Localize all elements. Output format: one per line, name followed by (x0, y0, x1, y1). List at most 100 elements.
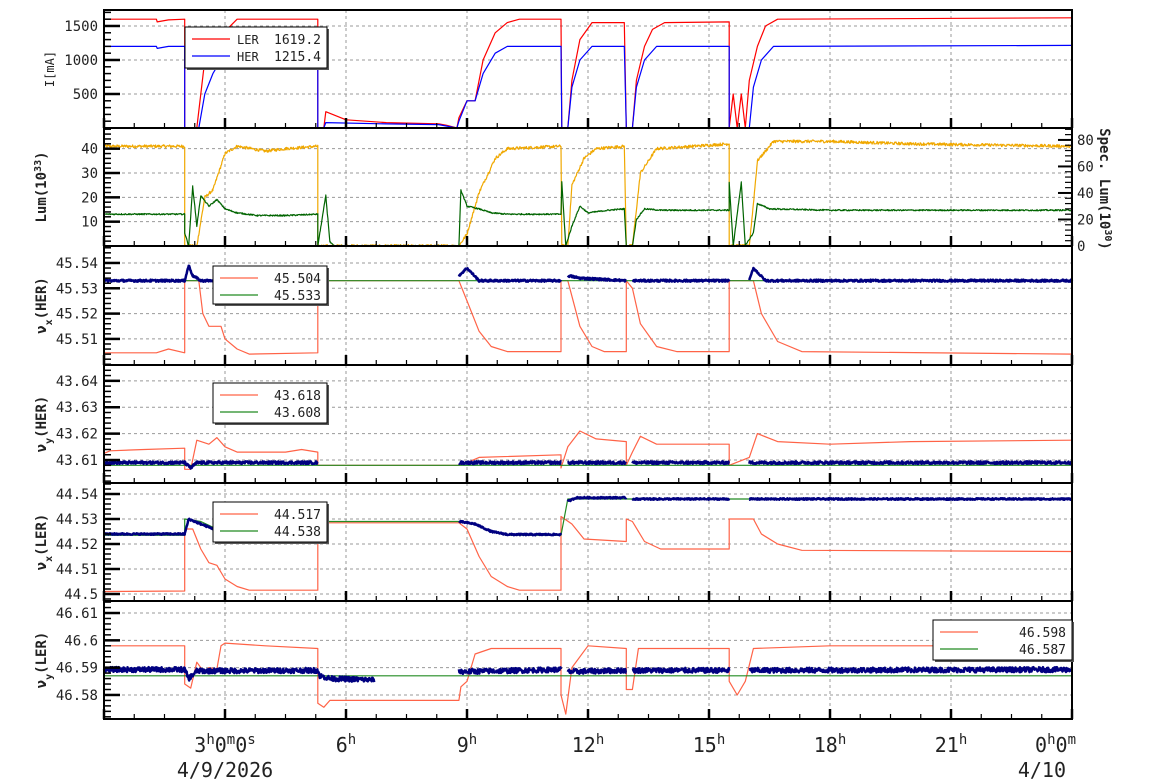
y2-tick-label: 20 (1077, 212, 1094, 228)
series-meas-y (748, 460, 1073, 466)
y-tick-label: 46.58 (56, 688, 98, 704)
series-lum (103, 139, 1073, 247)
y2-tick-label: 60 (1077, 159, 1094, 175)
legend-box (932, 619, 1073, 661)
series-meas-y (102, 665, 376, 683)
y2-tick-label: 40 (1077, 186, 1094, 202)
series-meas-y (103, 460, 319, 470)
y-tick-label: 45.52 (56, 307, 98, 323)
series-meas-x (566, 495, 628, 503)
panel-luminosity: 10 20 30 40 Lum(1033) 0 20 40 60 80 Spec. Lum(1030… (33, 127, 1114, 255)
y-tick-label: 44.52 (56, 537, 98, 553)
series-meas-x (631, 278, 731, 283)
legend: LER 1619.2 HER 1215.4 (184, 26, 329, 70)
legend-value: 46.587 (1019, 643, 1066, 658)
y-tick-label: 44.51 (56, 562, 98, 578)
series-meas-y (566, 667, 628, 675)
legend-box (184, 26, 328, 69)
y-tick-label: 500 (73, 87, 98, 103)
y-tick-label: 20 (81, 190, 98, 206)
y-axis-label: I[mA] (43, 51, 57, 87)
series-meas-x (566, 274, 628, 283)
y-tick-label: 46.59 (56, 661, 98, 677)
series-set-x (103, 515, 1073, 593)
y-tick-label: 1500 (64, 19, 98, 35)
y-tick-label: 43.62 (56, 427, 98, 443)
legend-name: HER (237, 50, 259, 64)
x-tick-label: 3h0m0s (194, 732, 255, 757)
y-axis-label: νx(HER) (34, 277, 55, 334)
y-tick-label: 45.54 (56, 256, 98, 272)
x-tick-label: 6h (336, 732, 356, 757)
y-axis-label: νy(HER) (34, 396, 55, 453)
y-tick-label: 44.53 (56, 512, 98, 528)
x-tick-label: 0h0m (1035, 732, 1076, 757)
y-tick-label: 45.53 (56, 281, 98, 297)
x-tick-label: 18h (814, 732, 847, 757)
y-axis-label: νy(LER) (34, 632, 55, 689)
series-spec-lum (103, 181, 1073, 247)
y-tick-label: 46.61 (56, 606, 98, 622)
legend-box (212, 382, 328, 424)
y2-axis-label: Spec. Lum(1030) (1096, 128, 1114, 250)
legend: 44.517 44.538 (212, 501, 329, 544)
y-tick-label: 44.54 (56, 487, 98, 503)
y-tick-label: 43.63 (56, 400, 98, 416)
legend-value: 44.517 (274, 508, 321, 523)
series-set-x (104, 280, 1073, 355)
legend: 45.504 45.533 (212, 265, 329, 306)
legend: 46.598 46.587 (932, 619, 1074, 662)
series-meas-y (631, 460, 730, 466)
series-meas-y (748, 665, 1073, 674)
series-meas-y (567, 460, 628, 466)
legend-box (212, 501, 328, 543)
legend-value: 43.608 (274, 406, 321, 421)
legend-value: 43.618 (274, 389, 321, 404)
series-meas-y (458, 460, 562, 466)
legend: 43.618 43.608 (212, 382, 329, 425)
series-meas-x (631, 497, 731, 501)
series-meas-y (457, 666, 563, 676)
panel-frame (103, 127, 1073, 247)
legend-value: 45.504 (274, 272, 321, 287)
y2-tick-label: 0 (1077, 239, 1085, 255)
panel-frame (103, 600, 1073, 720)
y-axis-label: Lum(1033) (33, 151, 51, 222)
y-tick-label: 30 (81, 166, 98, 182)
y-tick-label: 40 (81, 142, 98, 158)
x-tick-label: 15h (693, 732, 726, 757)
legend-value: 1619.2 (274, 33, 321, 48)
legend-value: 46.598 (1019, 626, 1066, 641)
y-tick-label: 1000 (64, 53, 98, 69)
legend-value: 45.533 (274, 289, 321, 304)
y-tick-label: 43.61 (56, 453, 98, 469)
legend-value: 1215.4 (274, 50, 321, 65)
series-meas-x (458, 519, 563, 537)
date-label: 4/10 (1018, 758, 1066, 782)
y-tick-label: 46.6 (64, 633, 98, 649)
series-meas-x (457, 267, 563, 283)
series-meas-x (748, 497, 1073, 501)
date-label: 4/9/2026 (177, 758, 273, 782)
series-meas-y (631, 666, 731, 675)
y-axis-label: νx(LER) (34, 514, 55, 571)
y-tick-label: 10 (81, 215, 98, 231)
y-tick-label: 45.51 (56, 332, 98, 348)
series-meas-x (748, 266, 1074, 283)
legend-box (212, 265, 328, 305)
series-her (104, 44, 1073, 129)
y2-tick-label: 80 (1077, 133, 1094, 149)
series-set-y (103, 430, 1073, 470)
panel-current: 500 1000 1500 I[mA] LER 1619.2 HER 1215.4 (43, 9, 1074, 129)
y-tick-label: 43.64 (56, 374, 98, 390)
x-tick-label: 9h (457, 732, 477, 757)
x-tick-label: 12h (572, 732, 605, 757)
y-tick-label: 44.5 (64, 587, 98, 603)
legend-value: 44.538 (274, 525, 321, 540)
legend-name: LER (237, 33, 259, 47)
